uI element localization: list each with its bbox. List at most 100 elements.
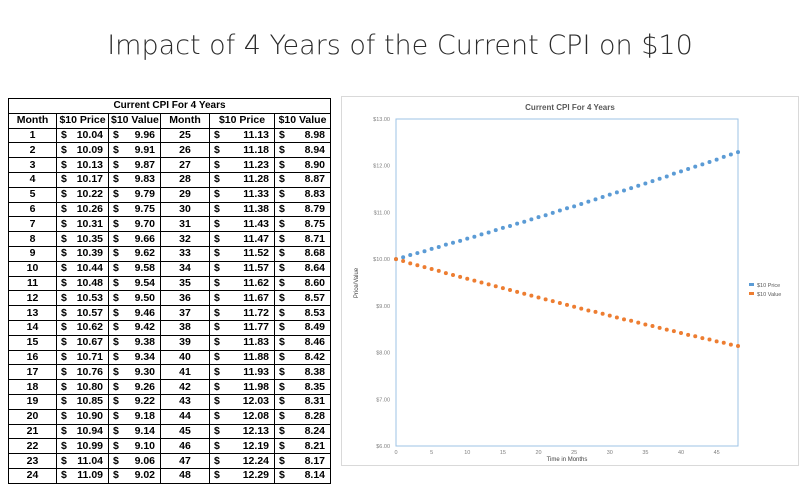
amount: 10.22 — [76, 188, 103, 201]
amount: 10.13 — [76, 158, 103, 171]
currency-symbol: $ — [214, 276, 220, 289]
currency-symbol: $ — [113, 321, 119, 334]
month-cell: 44 — [160, 408, 210, 425]
value-cell: $8.28 — [274, 408, 331, 425]
page-title: Impact of 4 Years of the Current CPI on … — [107, 30, 693, 61]
month-cell: 4 — [8, 171, 57, 188]
currency-symbol: $ — [113, 276, 119, 289]
amount: 9.46 — [134, 306, 155, 319]
price-cell: $12.03 — [209, 393, 275, 410]
currency-symbol: $ — [61, 202, 67, 215]
data-point — [686, 166, 691, 171]
data-point — [515, 289, 520, 294]
month-cell: 7 — [8, 216, 57, 233]
month-cell: 29 — [160, 186, 210, 203]
data-point — [664, 174, 669, 179]
table-row: 4 $10.17 $9.83 28 $11.28 $8.87 — [8, 171, 331, 188]
data-point — [472, 278, 477, 283]
currency-symbol: $ — [279, 276, 285, 289]
month-cell: 12 — [8, 290, 57, 307]
data-point — [643, 322, 648, 327]
table-row: 14 $10.62 $9.42 38 $11.77 $8.49 — [8, 319, 331, 336]
price-cell: $10.09 — [56, 142, 109, 159]
data-point — [636, 320, 641, 325]
currency-symbol: $ — [279, 291, 285, 304]
currency-symbol: $ — [279, 173, 285, 186]
data-point — [408, 252, 413, 257]
amount: 11.33 — [243, 188, 269, 201]
column-header: Month — [160, 112, 210, 129]
amount: 11.47 — [243, 232, 269, 245]
x-tick-label: 45 — [714, 450, 720, 456]
value-cell: $8.46 — [274, 334, 331, 351]
month-cell: 6 — [8, 201, 57, 218]
amount: 10.99 — [76, 439, 103, 452]
data-point — [643, 181, 648, 186]
price-cell: $10.48 — [56, 275, 109, 292]
table-row: 13 $10.57 $9.46 37 $11.72 $8.53 — [8, 305, 331, 321]
month-cell: 28 — [160, 171, 210, 188]
month-cell: 15 — [8, 334, 57, 351]
value-cell: $8.31 — [274, 393, 331, 410]
table-row: 11 $10.48 $9.54 35 $11.62 $8.60 — [8, 275, 331, 292]
currency-symbol: $ — [214, 247, 220, 260]
data-point — [728, 152, 733, 157]
currency-symbol: $ — [61, 336, 67, 349]
x-tick-label: 10 — [464, 450, 470, 456]
month-cell: 19 — [8, 393, 57, 410]
data-point — [572, 304, 577, 309]
table-row: 20 $10.90 $9.18 44 $12.08 $8.28 — [8, 408, 331, 425]
amount: 10.94 — [76, 424, 103, 437]
currency-symbol: $ — [214, 365, 220, 378]
amount: 10.17 — [76, 173, 103, 186]
price-cell: $10.44 — [56, 260, 109, 277]
currency-symbol: $ — [113, 424, 119, 437]
table-row: 18 $10.80 $9.26 42 $11.98 $8.35 — [8, 379, 331, 395]
value-cell: $9.58 — [108, 260, 161, 277]
data-point — [515, 221, 520, 226]
month-cell: 43 — [160, 393, 210, 410]
currency-symbol: $ — [279, 395, 285, 408]
currency-symbol: $ — [214, 188, 220, 201]
amount: 9.02 — [134, 469, 155, 482]
amount: 10.31 — [76, 217, 103, 230]
amount: 9.54 — [134, 276, 155, 289]
price-cell: $10.39 — [56, 245, 109, 262]
table-body: 1 $10.04 $9.96 25 $11.13 $8.98 2 $10.09 $9.91 26 $… — [8, 127, 331, 484]
currency-symbol: $ — [61, 321, 67, 334]
amount: 8.87 — [304, 173, 325, 186]
amount: 11.57 — [243, 262, 269, 275]
currency-symbol: $ — [61, 262, 67, 275]
value-cell: $8.49 — [274, 319, 331, 336]
amount: 10.90 — [76, 410, 103, 423]
currency-symbol: $ — [279, 158, 285, 171]
data-point — [451, 273, 455, 278]
data-point — [443, 242, 448, 247]
currency-symbol: $ — [279, 143, 285, 156]
currency-symbol: $ — [279, 439, 285, 452]
currency-symbol: $ — [214, 232, 220, 245]
currency-symbol: $ — [214, 424, 220, 437]
data-point — [714, 157, 719, 162]
value-cell: $9.83 — [108, 171, 161, 188]
series-layer — [394, 150, 740, 349]
month-cell: 33 — [160, 245, 210, 262]
table-row: 2 $10.09 $9.91 26 $11.18 $8.94 — [8, 142, 331, 159]
month-cell: 36 — [160, 290, 210, 307]
data-point — [493, 228, 498, 233]
price-cell: $11.38 — [209, 201, 275, 218]
data-point — [550, 210, 555, 215]
amount: 10.44 — [76, 262, 103, 275]
value-cell: $9.18 — [108, 408, 161, 425]
data-point — [415, 263, 420, 268]
data-point — [536, 215, 541, 220]
table-row: 15 $10.67 $9.38 39 $11.83 $8.46 — [8, 334, 331, 351]
data-point — [465, 236, 470, 241]
value-cell: $9.66 — [108, 231, 161, 247]
currency-symbol: $ — [279, 128, 285, 141]
value-cell: $9.50 — [108, 290, 161, 307]
value-cell: $9.46 — [108, 305, 161, 321]
currency-symbol: $ — [279, 380, 285, 393]
value-cell: $8.35 — [274, 379, 331, 395]
amount: 8.57 — [304, 291, 325, 304]
